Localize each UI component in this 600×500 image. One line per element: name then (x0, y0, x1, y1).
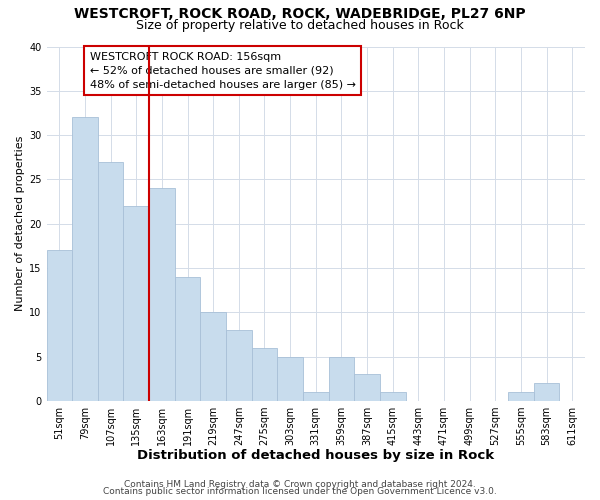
X-axis label: Distribution of detached houses by size in Rock: Distribution of detached houses by size … (137, 450, 494, 462)
Bar (251, 348, 277, 401)
Text: WESTCROFT ROCK ROAD: 156sqm
← 52% of detached houses are smaller (92)
48% of sem: WESTCROFT ROCK ROAD: 156sqm ← 52% of det… (89, 52, 356, 90)
Bar (508, 392, 534, 401)
Text: Size of property relative to detached houses in Rock: Size of property relative to detached ho… (136, 19, 464, 32)
Bar (175, 277, 200, 401)
Bar (72, 118, 98, 401)
Bar (124, 206, 149, 401)
Bar (329, 356, 354, 401)
Bar (149, 188, 175, 401)
Bar (47, 250, 72, 401)
Bar (277, 356, 303, 401)
Y-axis label: Number of detached properties: Number of detached properties (15, 136, 25, 312)
Text: WESTCROFT, ROCK ROAD, ROCK, WADEBRIDGE, PL27 6NP: WESTCROFT, ROCK ROAD, ROCK, WADEBRIDGE, … (74, 8, 526, 22)
Bar (200, 312, 226, 401)
Bar (380, 392, 406, 401)
Bar (534, 383, 559, 401)
Bar (98, 162, 124, 401)
Text: Contains public sector information licensed under the Open Government Licence v3: Contains public sector information licen… (103, 487, 497, 496)
Text: Contains HM Land Registry data © Crown copyright and database right 2024.: Contains HM Land Registry data © Crown c… (124, 480, 476, 489)
Bar (303, 392, 329, 401)
Bar (354, 374, 380, 401)
Bar (226, 330, 251, 401)
